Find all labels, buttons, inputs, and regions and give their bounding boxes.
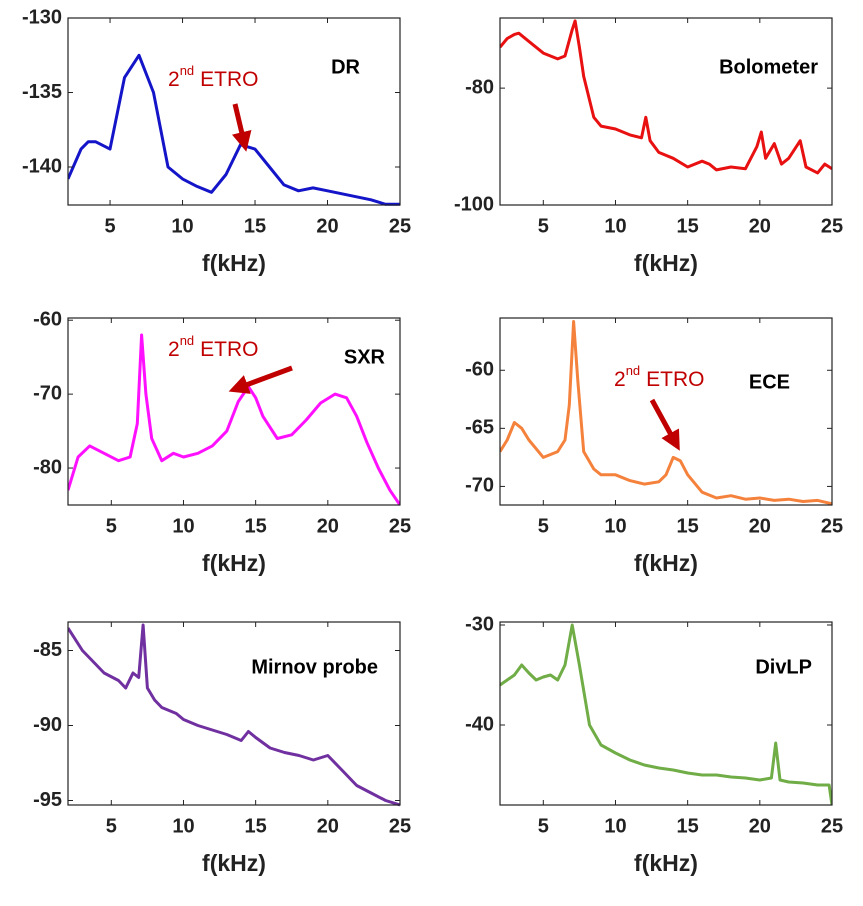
panel-label: DR (331, 56, 360, 78)
x-tick-label: 15 (677, 215, 699, 237)
annotation-text: ETRO (646, 368, 704, 391)
x-tick-label: 20 (317, 515, 339, 537)
x-tick-label: 10 (172, 515, 194, 537)
axes-frame (499, 17, 833, 206)
subplot: 5 10 15 20 25 -60 -70 -80 f(kHz) SXR 2nd ETRO (33, 308, 411, 576)
y-tick-label: -130 (22, 6, 62, 28)
annotation-arrow (649, 398, 680, 451)
series-line (68, 623, 400, 807)
y-tick-label: -80 (33, 456, 62, 478)
plot-area (500, 623, 832, 806)
x-tick-label: 15 (677, 515, 699, 537)
annotation-number: 2 (614, 368, 626, 391)
y-tick-label: -60 (33, 308, 62, 330)
annotation-superscript: nd (180, 63, 194, 78)
x-tick-label: 15 (244, 215, 266, 237)
panel-label: Mirnov probe (251, 656, 378, 678)
annotation-superscript: nd (180, 333, 194, 348)
x-tick-label: 25 (821, 515, 843, 537)
axes-frame (67, 17, 401, 206)
x-tick-label: 20 (749, 515, 771, 537)
x-tick-label: 10 (172, 815, 194, 837)
annotation-number: 2 (168, 68, 180, 91)
plot-area (68, 623, 400, 807)
x-tick-label: 5 (538, 215, 549, 237)
x-tick-label: 15 (677, 815, 699, 837)
y-tick-label: -70 (465, 475, 494, 497)
subplot: 5 10 15 20 25 -80 -100 f(kHz) Bolometer (454, 17, 843, 276)
axes-frame (499, 317, 833, 506)
x-tick-label: 20 (749, 815, 771, 837)
annotation: 2nd ETRO (168, 333, 259, 360)
subplot: 5 10 15 20 25 -130 -135 -140 f(kHz) DR 2nd ETRO (22, 6, 411, 276)
plot-area (500, 19, 832, 175)
annotation-text: ETRO (200, 338, 258, 361)
subplot: 5 10 15 20 25 -60 -65 -70 f(kHz) ECE 2nd ETRO (465, 317, 843, 576)
x-tick-label: 5 (538, 515, 549, 537)
x-axis-label: f(kHz) (634, 250, 698, 276)
y-tick-label: -65 (465, 417, 494, 439)
plot-area (500, 320, 832, 506)
x-tick-label: 10 (171, 215, 193, 237)
x-tick-label: 10 (604, 515, 626, 537)
x-tick-label: 5 (104, 215, 115, 237)
x-tick-label: 5 (106, 815, 117, 837)
y-tick-label: -135 (22, 81, 62, 103)
x-tick-label: 15 (245, 515, 267, 537)
x-tick-label: 10 (604, 815, 626, 837)
y-tick-label: -30 (465, 613, 494, 635)
y-tick-label: -60 (465, 359, 494, 381)
x-tick-label: 20 (749, 215, 771, 237)
y-tick-label: -70 (33, 382, 62, 404)
series-line (500, 19, 832, 175)
x-tick-label: 25 (389, 515, 411, 537)
x-tick-label: 5 (538, 815, 549, 837)
series-line (500, 623, 832, 806)
x-axis-label: f(kHz) (202, 250, 266, 276)
x-tick-label: 5 (106, 515, 117, 537)
panel-label: SXR (344, 346, 386, 368)
y-tick-label: -40 (465, 713, 494, 735)
x-tick-label: 20 (316, 215, 338, 237)
panel-label: Bolometer (719, 56, 818, 78)
x-tick-label: 10 (604, 215, 626, 237)
y-tick-label: -80 (465, 76, 494, 98)
x-tick-label: 25 (821, 215, 843, 237)
axes-frame (67, 317, 401, 506)
annotation-arrow (231, 103, 252, 152)
series-line (68, 53, 400, 206)
x-axis-label: f(kHz) (634, 550, 698, 576)
y-tick-label: -100 (454, 193, 494, 215)
panel-label: DivLP (755, 656, 812, 678)
annotation-text: ETRO (200, 68, 258, 91)
annotation-arrow (228, 365, 293, 394)
x-axis-label: f(kHz) (202, 550, 266, 576)
y-tick-label: -140 (22, 155, 62, 177)
x-tick-label: 25 (389, 815, 411, 837)
series-line (68, 333, 400, 506)
panel-label: ECE (749, 371, 790, 393)
series-line (500, 320, 832, 506)
subplot: 5 10 15 20 25 -85 -90 -95 f(kHz) Mirnov probe (33, 621, 411, 876)
x-axis-label: f(kHz) (202, 850, 266, 876)
annotation-superscript: nd (626, 363, 640, 378)
annotation-number: 2 (168, 338, 180, 361)
subplot: 5 10 15 20 25 -30 -40 f(kHz) DivLP (465, 613, 843, 876)
plot-area (68, 333, 400, 506)
annotation: 2nd ETRO (614, 363, 705, 390)
x-tick-label: 25 (389, 215, 411, 237)
y-tick-label: -95 (33, 789, 62, 811)
x-axis-label: f(kHz) (634, 850, 698, 876)
plot-area (68, 53, 400, 206)
axes-frame (67, 621, 401, 806)
y-tick-label: -90 (33, 714, 62, 736)
x-tick-label: 20 (317, 815, 339, 837)
annotation: 2nd ETRO (168, 63, 259, 90)
y-tick-label: -85 (33, 639, 62, 661)
x-tick-label: 15 (245, 815, 267, 837)
x-tick-label: 25 (821, 815, 843, 837)
axes-frame (499, 621, 833, 806)
